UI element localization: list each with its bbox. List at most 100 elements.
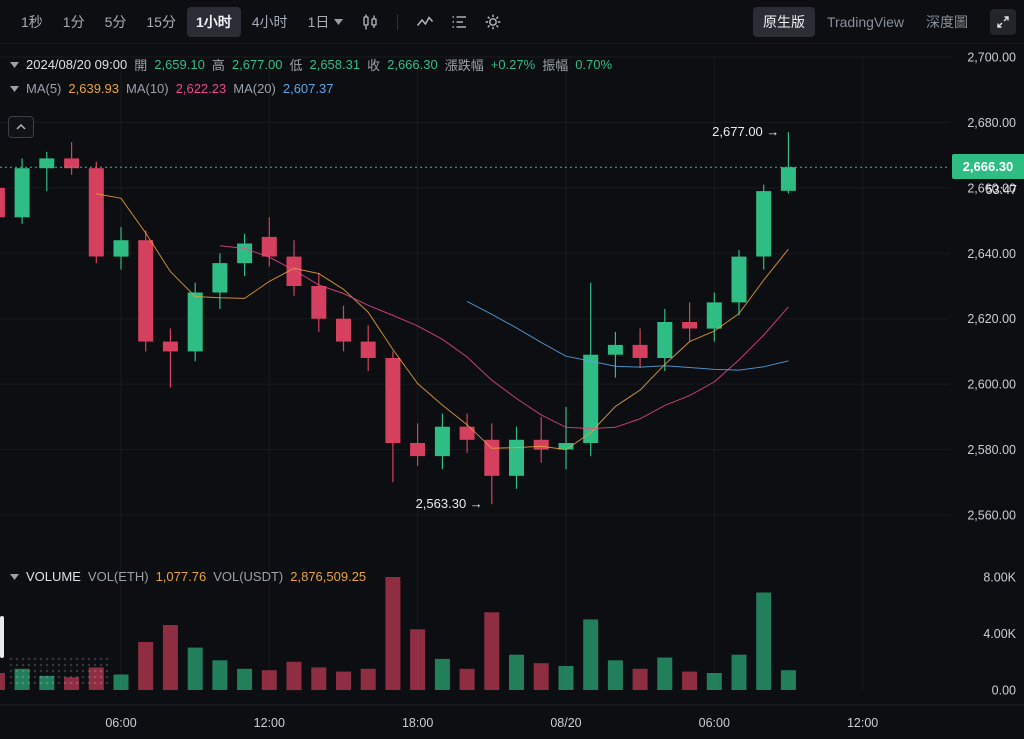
volume-bar <box>360 668 376 690</box>
candle <box>657 308 673 372</box>
candle <box>780 132 796 194</box>
time-gridline: 08/20 <box>550 57 582 730</box>
volume-bar <box>434 658 450 690</box>
vol-eth-value: 1,077.76 <box>155 569 207 584</box>
volume-bar <box>657 657 673 690</box>
toolbar-divider <box>397 13 399 30</box>
svg-text:2,680.00: 2,680.00 <box>967 116 1016 130</box>
volume-bar <box>682 671 698 690</box>
candlestick-style-icon[interactable] <box>354 8 386 36</box>
time-gridline: 06:00 <box>699 57 730 730</box>
ma20-line <box>466 300 789 371</box>
mode-depth-button[interactable]: 深度圖 <box>916 7 978 37</box>
candle <box>509 426 524 489</box>
volume-bar <box>261 670 277 690</box>
exchange-watermark <box>8 656 112 688</box>
interval-1s-button[interactable]: 1秒 <box>12 7 52 37</box>
price-gridline: 2,620.00 <box>0 312 1016 326</box>
mode-native-button[interactable]: 原生版 <box>752 6 815 37</box>
left-scrollbar-handle[interactable] <box>0 616 4 658</box>
price-gridline: 2,700.00 <box>0 51 1016 65</box>
fullscreen-button[interactable] <box>990 8 1016 35</box>
time-gridline: 12:00 <box>847 57 878 730</box>
chart-area: 2,700.00 2,680.00 2,660.00 2,640.00 2,620.00… <box>0 44 1024 739</box>
price-gridline: 2,580.00 <box>0 443 1016 457</box>
candle <box>311 272 327 332</box>
candle <box>756 184 772 270</box>
svg-text:2,620.00: 2,620.00 <box>967 312 1016 326</box>
volume-bar <box>385 577 401 690</box>
vol-eth-label: VOL(ETH) <box>87 569 149 584</box>
candle <box>237 233 253 277</box>
vol-usdt-value: 2,876,509.25 <box>290 569 367 584</box>
amplitude-value: 0.70% <box>575 57 613 72</box>
volume-bar <box>113 674 129 690</box>
interval-1h-button[interactable]: 1小时 <box>186 6 241 37</box>
svg-text:06:00: 06:00 <box>105 716 136 730</box>
candle <box>113 227 129 270</box>
candle <box>336 305 351 352</box>
candle <box>459 413 475 453</box>
candle <box>162 328 178 388</box>
ma10-label: MA(10) <box>126 81 169 96</box>
ma5-label: MA(5) <box>26 81 62 96</box>
candle <box>14 158 30 224</box>
low-value: 2,658.31 <box>309 57 361 72</box>
svg-text:2,660.00: 2,660.00 <box>967 181 1016 195</box>
high-annotation: 2,677.00 → <box>712 124 779 139</box>
candlestick-chart[interactable]: 2,700.00 2,680.00 2,660.00 2,640.00 2,620.00… <box>0 44 1024 739</box>
svg-text:2,700.00: 2,700.00 <box>967 51 1016 65</box>
interval-1m-button[interactable]: 1分 <box>54 7 94 37</box>
candle <box>682 302 698 342</box>
svg-text:08/20: 08/20 <box>550 716 581 730</box>
open-label: 開 <box>134 58 148 73</box>
vol-usdt-label: VOL(USDT) <box>213 569 284 584</box>
candle <box>632 328 648 368</box>
low-annotation: 2,563.30 → <box>416 496 483 511</box>
candle <box>385 351 401 483</box>
interval-15m-button[interactable]: 15分 <box>137 7 185 37</box>
line-chart-icon[interactable] <box>409 8 441 36</box>
interval-1d-button[interactable]: 1日 <box>299 7 353 37</box>
volume-bar <box>459 668 475 690</box>
candle <box>484 423 500 505</box>
interval-4h-button[interactable]: 4小时 <box>243 7 297 37</box>
volume-bar <box>187 647 203 690</box>
volume-bar <box>0 673 5 690</box>
amplitude-label: 振幅 <box>542 58 569 73</box>
volume-bar <box>88 667 104 690</box>
volume-bar <box>237 668 253 690</box>
volume-bar <box>731 654 747 690</box>
price-gridline: 2,600.00 <box>0 378 1016 392</box>
chevron-down-icon <box>10 573 19 580</box>
candle <box>410 423 426 466</box>
settings-gear-icon[interactable] <box>477 8 509 36</box>
last-price-tag: 2,666.30 <box>952 154 1024 179</box>
volume-bar <box>14 668 30 690</box>
collapse-panel-button[interactable] <box>8 116 34 138</box>
time-gridline: 06:00 <box>105 57 137 730</box>
svg-text:2,600.00: 2,600.00 <box>967 378 1016 392</box>
high-label: 高 <box>211 58 225 73</box>
candle-countdown: 53:47 <box>985 183 1017 197</box>
ma20-label: MA(20) <box>233 81 276 96</box>
time-gridline: 18:00 <box>402 57 433 730</box>
candle <box>583 282 599 457</box>
volume-title: VOLUME <box>26 569 81 584</box>
volume-axis-label: 4.00K <box>983 627 1016 641</box>
ma-legend: MA(5) 2,639.93 MA(10) 2,622.23 MA(20) 2,… <box>10 81 333 96</box>
volume-bar <box>286 661 302 691</box>
chevron-up-icon <box>16 124 26 130</box>
volume-bar <box>484 612 500 690</box>
interval-5m-button[interactable]: 5分 <box>96 7 136 37</box>
indicators-icon[interactable] <box>443 8 475 36</box>
candle <box>558 407 574 470</box>
ma10-value: 2,622.23 <box>175 81 227 96</box>
candle <box>0 187 5 218</box>
mode-tradingview-button[interactable]: TradingView <box>817 9 914 35</box>
volume-bar <box>311 667 327 690</box>
volume-bar <box>162 625 178 690</box>
volume-bar <box>336 671 351 690</box>
view-mode-group: 原生版 TradingView 深度圖 <box>752 6 1016 37</box>
